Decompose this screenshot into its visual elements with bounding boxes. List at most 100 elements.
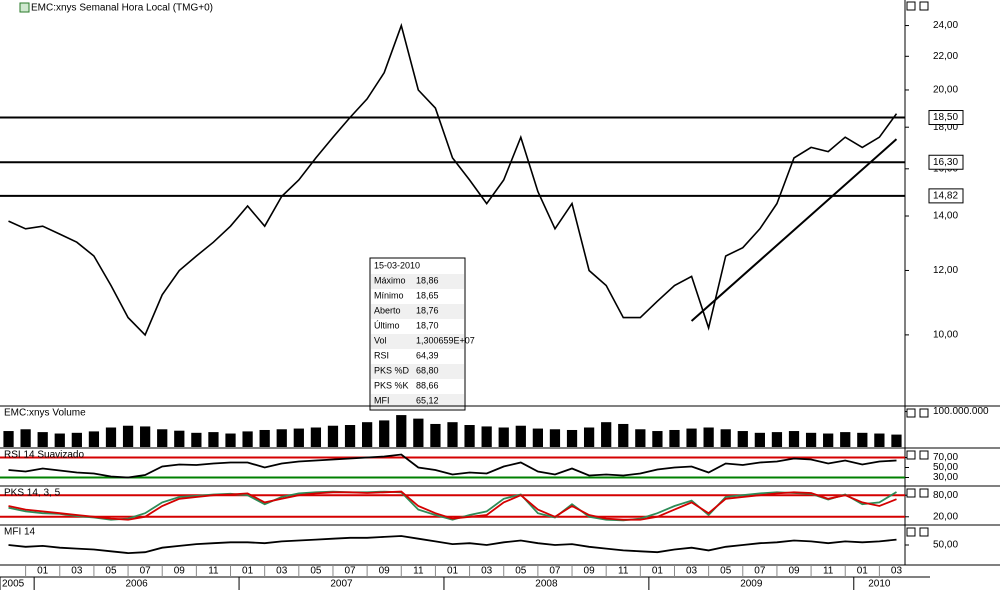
volume-bar xyxy=(362,422,373,447)
volume-bar xyxy=(88,431,100,447)
level-label: 16,30 xyxy=(933,157,958,168)
panel-icon xyxy=(919,527,929,537)
volume-bar xyxy=(413,418,424,447)
volume-bar xyxy=(259,429,270,447)
x-tick-label: 09 xyxy=(379,566,391,577)
x-tick-label: 07 xyxy=(549,566,561,577)
level-label-box xyxy=(928,154,964,170)
volume-bar xyxy=(310,427,322,447)
volume-bar xyxy=(242,431,253,447)
volume-bar xyxy=(737,431,748,447)
level-label: 14,82 xyxy=(933,191,958,202)
volume-bar xyxy=(549,429,561,447)
panel-title: MFI 14 xyxy=(4,527,36,538)
year-label: 2005 xyxy=(2,579,25,590)
panel-title: PKS 14, 3, 5 xyxy=(4,488,61,499)
volume-bar xyxy=(754,432,765,447)
info-value: 1,300659E+07 xyxy=(416,335,475,345)
info-label: RSI xyxy=(374,350,389,360)
info-label: Máximo xyxy=(374,275,406,285)
volume-bar xyxy=(481,426,492,447)
x-tick-label: 11 xyxy=(823,566,834,577)
y-tick-label: 12,00 xyxy=(933,265,958,276)
volume-bar xyxy=(532,428,543,447)
y-tick-label: 20,00 xyxy=(933,85,958,96)
y-tick-label: 22,00 xyxy=(933,51,958,62)
x-tick-label: 11 xyxy=(208,566,219,577)
volume-bar xyxy=(515,425,526,447)
volume-bar xyxy=(601,422,612,447)
volume-bar xyxy=(157,429,168,447)
symbol-icon xyxy=(19,2,30,13)
y-tick-label: 70,00 xyxy=(933,452,958,463)
panel-title: RSI 14 Suavizado xyxy=(4,450,84,461)
volume-bar xyxy=(857,432,868,447)
volume-bar xyxy=(396,415,407,447)
volume-bar xyxy=(669,429,680,447)
info-label: MFI xyxy=(374,395,390,405)
x-tick-label: 09 xyxy=(788,566,800,577)
info-value: 18,70 xyxy=(416,320,439,330)
volume-bar xyxy=(191,432,202,447)
volume-bar xyxy=(140,426,151,447)
volume-bar xyxy=(105,427,117,447)
series-line xyxy=(8,490,897,521)
info-value: 68,80 xyxy=(416,365,439,375)
volume-bar xyxy=(122,425,134,447)
x-tick-label: 11 xyxy=(413,566,424,577)
x-tick-label: 03 xyxy=(686,566,698,577)
volume-bar xyxy=(618,423,629,447)
info-row-bg xyxy=(371,274,464,289)
series-line xyxy=(8,535,897,555)
info-value: 88,66 xyxy=(416,380,439,390)
year-label: 2008 xyxy=(535,579,558,590)
y-tick-label: 18,00 xyxy=(933,122,958,133)
volume-bar xyxy=(805,432,817,447)
info-box: 15-03-2010 Máximo 18,86 Mínimo 18,65 Aberto 18… xyxy=(369,257,475,411)
panel-icon xyxy=(906,488,916,498)
x-tick-label: 11 xyxy=(618,566,629,577)
panel-icon xyxy=(919,1,929,11)
x-tick-label: 05 xyxy=(515,566,527,577)
x-tick-label: 07 xyxy=(754,566,766,577)
volume-bar xyxy=(720,429,731,447)
year-label: 2009 xyxy=(740,579,763,590)
volume-bar xyxy=(652,431,663,447)
volume-bar xyxy=(840,432,851,447)
x-tick-label: 01 xyxy=(242,566,254,577)
info-label: PKS %D xyxy=(374,365,410,375)
x-tick-label: 05 xyxy=(720,566,732,577)
info-date: 15-03-2010 xyxy=(374,260,420,270)
volume-bar xyxy=(293,428,304,447)
series-line xyxy=(8,22,898,337)
panel-icon xyxy=(906,408,916,418)
level-label-box xyxy=(928,110,964,126)
info-label: Vol xyxy=(374,335,387,345)
volume-bar xyxy=(3,431,14,447)
volume-bar xyxy=(327,425,339,447)
x-tick-label: 01 xyxy=(857,566,869,577)
x-tick-label: 07 xyxy=(140,566,152,577)
x-tick-label: 05 xyxy=(310,566,322,577)
y-tick-label: 14,00 xyxy=(933,211,958,222)
x-tick-label: 09 xyxy=(584,566,596,577)
info-row-bg xyxy=(371,364,464,379)
volume-bar xyxy=(174,430,185,447)
volume-bar xyxy=(703,427,714,447)
volume-bar xyxy=(430,423,441,447)
info-value: 64,39 xyxy=(416,350,439,360)
info-label: PKS %K xyxy=(374,380,409,390)
volume-bar xyxy=(37,432,48,447)
volume-bar xyxy=(54,433,65,447)
x-tick-label: 03 xyxy=(481,566,493,577)
info-label: Último xyxy=(374,320,400,330)
x-tick-label: 09 xyxy=(174,566,186,577)
x-tick-label: 03 xyxy=(891,566,903,577)
y-tick-label: 100.000.000 xyxy=(933,406,989,417)
y-tick-label: 50,00 xyxy=(933,462,958,473)
x-tick-label: 03 xyxy=(276,566,288,577)
volume-bar xyxy=(686,428,697,447)
volume-bar xyxy=(566,429,578,447)
x-tick-label: 01 xyxy=(37,566,49,577)
